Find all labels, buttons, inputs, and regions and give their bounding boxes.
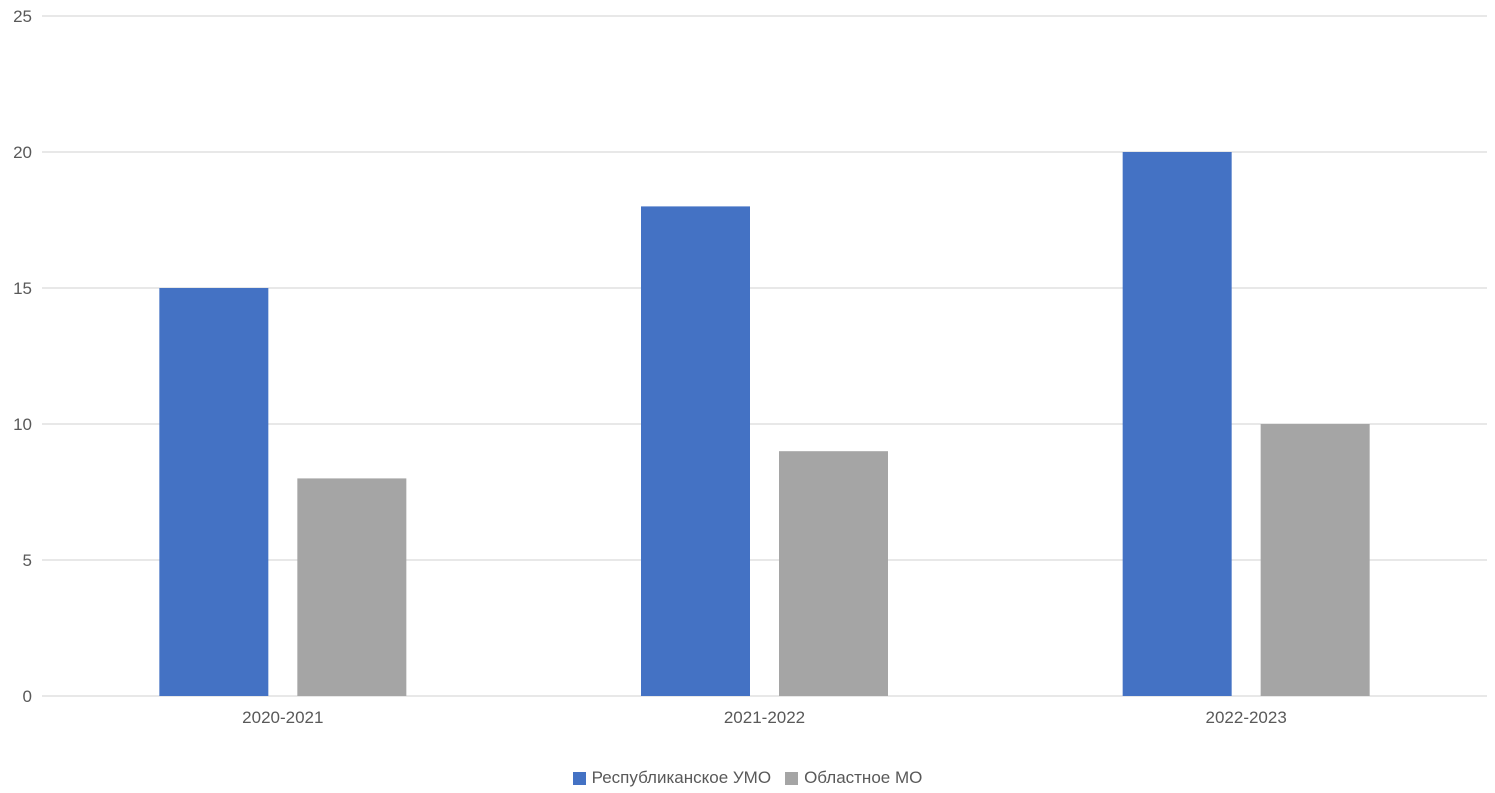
- x-tick-label: 2020-2021: [242, 708, 323, 727]
- y-tick-label: 0: [23, 687, 32, 706]
- legend-label-series-2: Областное МО: [804, 768, 923, 787]
- bar-series-2-2021-2022: [779, 451, 888, 696]
- bar-series-1-2022-2023: [1122, 152, 1232, 696]
- bars: [159, 152, 1370, 696]
- x-tick-label: 2022-2023: [1206, 708, 1287, 727]
- y-axis-tick-labels: 0 5 10 15 20 25: [13, 7, 32, 706]
- x-axis-tick-labels: 2020-2021 2021-2022 2022-2023: [242, 708, 1287, 727]
- gridlines: [42, 15, 1487, 697]
- bar-series-2-2020-2021: [297, 478, 407, 696]
- y-tick-label: 20: [13, 143, 32, 162]
- legend-item-series-1: Республиканское УМО: [572, 768, 772, 788]
- bar-series-1-2021-2022: [641, 206, 750, 696]
- bar-series-2-2022-2023: [1260, 424, 1370, 696]
- y-tick-label: 25: [13, 7, 32, 26]
- legend-item-series-2: Областное МО: [785, 768, 922, 788]
- x-tick-label: 2021-2022: [724, 708, 805, 727]
- y-tick-label: 15: [13, 279, 32, 298]
- chart-legend: Республиканское УМО Областное МО: [0, 764, 1495, 792]
- legend-swatch-series-1: [572, 771, 586, 785]
- legend-label-series-1: Республиканское УМО: [591, 768, 772, 787]
- y-tick-label: 5: [23, 551, 32, 570]
- y-tick-label: 10: [13, 415, 32, 434]
- bar-series-1-2020-2021: [159, 288, 269, 696]
- legend-swatch-series-2: [785, 771, 799, 785]
